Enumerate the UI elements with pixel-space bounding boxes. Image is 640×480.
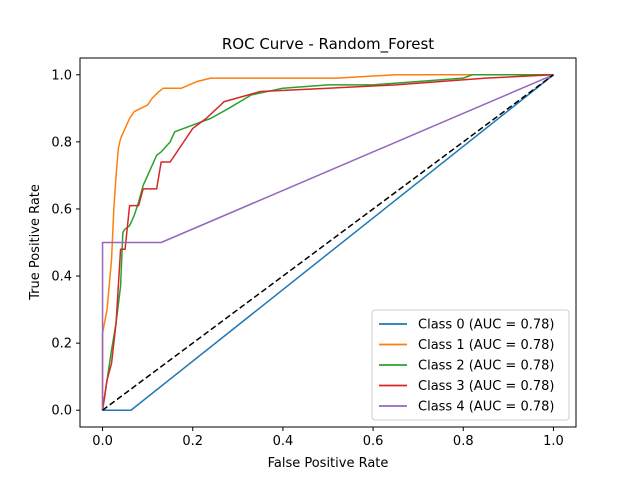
legend-label-class-3: Class 3 (AUC = 0.78) (418, 379, 554, 394)
legend-label-class-2: Class 2 (AUC = 0.78) (418, 359, 554, 374)
x-tick-label: 0.8 (453, 434, 474, 449)
axis-ticks: 0.0 0.2 0.4 0.6 0.8 1.0 0.0 0.2 0.4 0.6 0.8 1.0 (51, 68, 563, 449)
legend-label-class-0: Class 0 (AUC = 0.78) (418, 318, 554, 333)
diagonal-reference-line (102, 74, 554, 411)
legend-box (371, 309, 570, 421)
y-tick-label: 1.0 (51, 68, 72, 83)
x-tick-label: 0.0 (92, 434, 113, 449)
y-tick-label: 0.4 (51, 270, 72, 285)
x-tick-label: 0.2 (182, 434, 203, 449)
series-line-class-4 (101, 74, 554, 411)
y-tick-label: 0.6 (51, 202, 72, 217)
y-tick-label: 0.0 (51, 404, 72, 419)
axes-frame (79, 57, 577, 428)
y-axis-title: True Positive Rate (28, 184, 43, 301)
series-line-class-1 (101, 74, 554, 411)
x-axis-title: False Positive Rate (268, 456, 389, 471)
legend: Class 0 (AUC = 0.78) Class 1 (AUC = 0.78)… (371, 309, 570, 421)
plot-area (101, 74, 554, 411)
series-line-class-0 (102, 74, 554, 411)
x-tick-label: 0.4 (273, 434, 294, 449)
series-line-class-3 (101, 74, 554, 411)
chart-title: ROC Curve - Random_Forest (222, 35, 434, 54)
series-line-class-2 (101, 74, 554, 411)
x-tick-label: 0.6 (363, 434, 384, 449)
x-tick-label: 1.0 (543, 434, 564, 449)
y-tick-label: 0.2 (51, 337, 72, 352)
y-tick-label: 0.8 (51, 135, 72, 150)
legend-label-class-1: Class 1 (AUC = 0.78) (418, 338, 554, 353)
legend-label-class-4: Class 4 (AUC = 0.78) (418, 400, 554, 415)
